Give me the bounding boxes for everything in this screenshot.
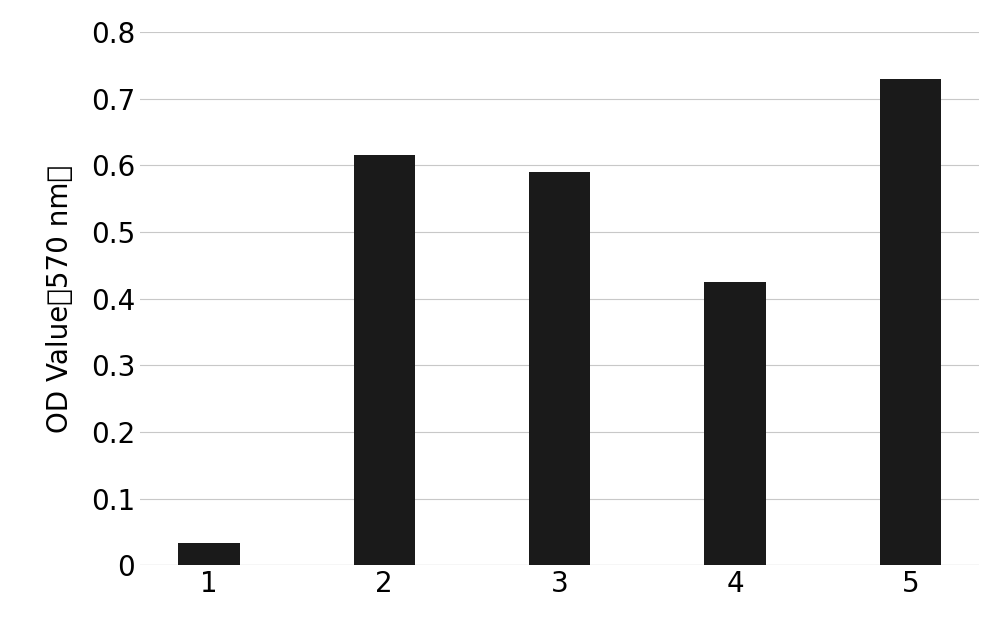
Bar bbox=[529, 172, 590, 565]
Bar bbox=[354, 155, 415, 565]
Y-axis label: OD Value（570 nm）: OD Value（570 nm） bbox=[46, 165, 74, 433]
Bar bbox=[178, 543, 240, 565]
Bar bbox=[880, 79, 941, 565]
Bar bbox=[704, 282, 766, 565]
